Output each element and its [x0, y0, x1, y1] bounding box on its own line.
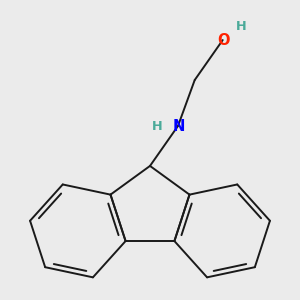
Text: H: H — [152, 120, 163, 133]
Text: O: O — [217, 33, 230, 48]
Text: N: N — [173, 119, 185, 134]
Text: H: H — [236, 20, 247, 33]
